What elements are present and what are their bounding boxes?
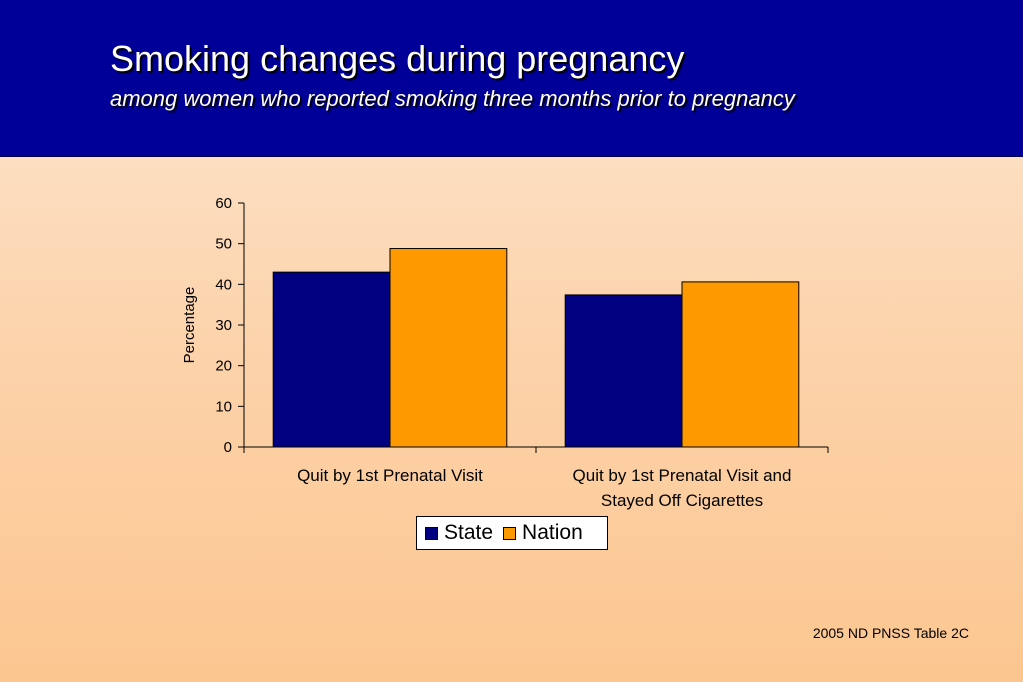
legend-swatch-nation [503, 526, 517, 540]
bar-state-1 [272, 271, 391, 448]
bar-nation-1 [389, 248, 508, 448]
source-note: 2005 ND PNSS Table 2C [812, 625, 969, 641]
y-tick-label: 40 [215, 276, 232, 293]
chart-legend: State Nation [416, 516, 608, 550]
legend-label-nation: Nation [522, 521, 583, 544]
legend-item-nation: Nation [503, 521, 583, 545]
x-category-label: Quit by 1st Prenatal Visit and [573, 466, 792, 485]
y-tick-label: 0 [224, 439, 232, 456]
y-tick-label: 60 [215, 195, 232, 212]
y-tick-label: 10 [215, 398, 232, 415]
y-tick-label: 50 [215, 236, 232, 253]
bar-nation-2 [681, 281, 800, 448]
y-axis-label: Percentage [181, 287, 198, 364]
bar-state-2 [564, 294, 683, 448]
x-category-label: Stayed Off Cigarettes [601, 491, 763, 510]
legend-label-state: State [444, 521, 494, 544]
slide-subtitle: among women who reported smoking three m… [110, 86, 795, 111]
title-banner: Smoking changes during pregnancy among w… [0, 0, 1023, 157]
slide-title: Smoking changes during pregnancy [110, 38, 685, 79]
y-tick-label: 30 [215, 317, 232, 334]
legend-swatch-state [425, 526, 438, 540]
legend-item-state: State [425, 521, 493, 545]
y-tick-label: 20 [215, 358, 232, 375]
x-category-label: Quit by 1st Prenatal Visit [297, 466, 483, 485]
